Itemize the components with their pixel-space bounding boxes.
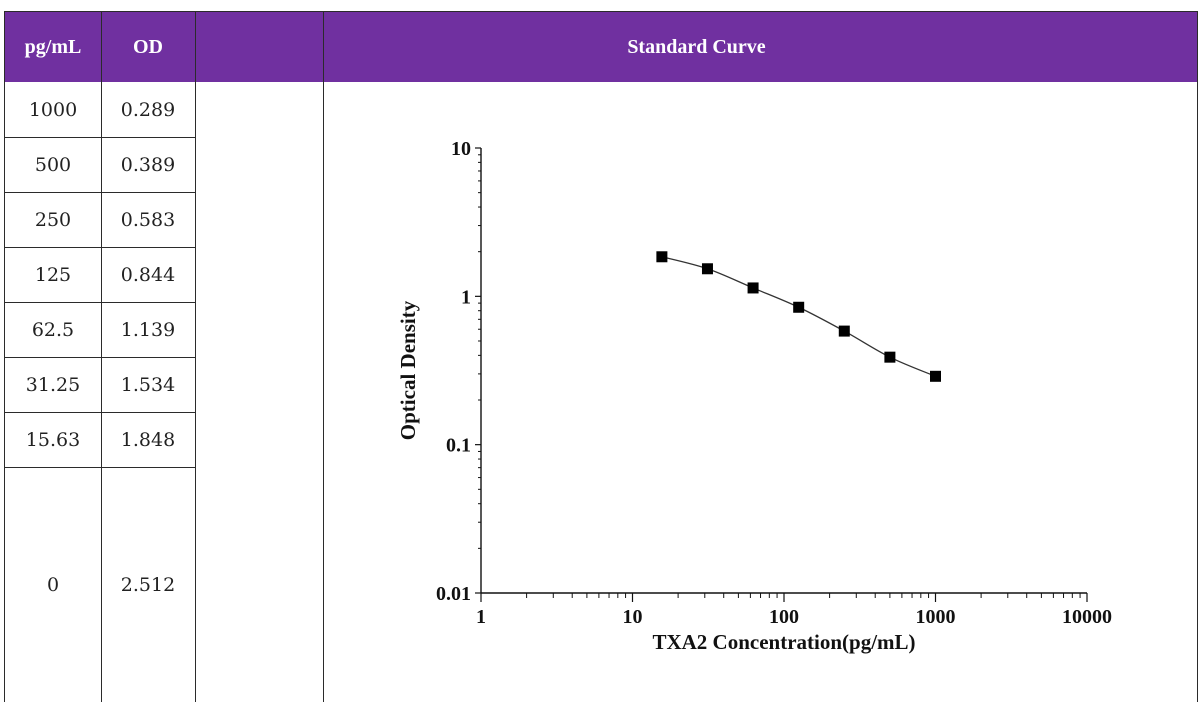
x-axis-label: TXA2 Concentration(pg/mL) bbox=[652, 630, 915, 654]
data-point bbox=[884, 351, 896, 363]
y-tick-label: 0.01 bbox=[436, 583, 471, 605]
data-point bbox=[793, 301, 805, 313]
header-od: OD bbox=[101, 12, 195, 82]
data-point bbox=[656, 251, 668, 263]
concentration-cell: 250 bbox=[34, 208, 72, 231]
row-divider bbox=[5, 467, 195, 468]
chart-axes bbox=[480, 148, 1087, 594]
od-cell: 1.534 bbox=[120, 373, 176, 396]
x-tick-label: 10 bbox=[623, 606, 643, 628]
standard-curve-table: pg/mL OD Standard Curve 1000 0.289 500 0.38… bbox=[4, 11, 1198, 702]
data-point bbox=[701, 263, 713, 275]
row-divider bbox=[5, 247, 195, 248]
od-cell: 0.389 bbox=[120, 153, 176, 176]
concentration-cell: 1000 bbox=[28, 98, 78, 121]
row-divider bbox=[5, 302, 195, 303]
concentration-cell: 15.63 bbox=[25, 428, 81, 451]
row-divider bbox=[5, 192, 195, 193]
x-tick-label: 100 bbox=[769, 606, 799, 628]
x-tick-label: 10000 bbox=[1062, 606, 1112, 628]
y-tick-label: 1 bbox=[461, 286, 471, 308]
od-cell: 1.848 bbox=[120, 428, 176, 451]
od-cell: 0.583 bbox=[120, 208, 176, 231]
concentration-cell: 0 bbox=[46, 573, 60, 596]
concentration-cell: 62.5 bbox=[31, 318, 75, 341]
row-divider bbox=[5, 137, 195, 138]
data-point bbox=[838, 325, 850, 337]
x-tick-label: 1 bbox=[476, 606, 486, 628]
column-divider bbox=[323, 12, 324, 702]
od-cell: 0.289 bbox=[120, 98, 176, 121]
column-divider bbox=[195, 12, 196, 702]
x-tick-label: 1000 bbox=[916, 606, 956, 628]
chart-ticks: 1 10 100 1000 10000 0.01 0.1 1 10 bbox=[436, 138, 1112, 628]
standard-curve-chart: 1 10 100 1000 10000 0.01 0.1 1 10 TXA2 Concentra… bbox=[396, 138, 1112, 654]
y-tick-label: 0.1 bbox=[446, 435, 471, 457]
data-point bbox=[930, 370, 941, 382]
header-concentration: pg/mL bbox=[5, 12, 101, 82]
row-divider bbox=[5, 412, 195, 413]
header-standard-curve: Standard Curve bbox=[195, 12, 1198, 82]
row-divider bbox=[5, 357, 195, 358]
concentration-cell: 125 bbox=[34, 263, 72, 286]
od-cell: 1.139 bbox=[120, 318, 176, 341]
column-divider bbox=[1197, 12, 1198, 702]
y-tick-label: 10 bbox=[451, 138, 471, 160]
concentration-cell: 500 bbox=[34, 153, 72, 176]
od-cell: 2.512 bbox=[120, 573, 176, 596]
data-points bbox=[656, 251, 941, 382]
data-point bbox=[747, 282, 759, 294]
od-cell: 0.844 bbox=[120, 263, 176, 286]
concentration-cell: 31.25 bbox=[25, 373, 81, 396]
y-axis-label: Optical Density bbox=[396, 300, 420, 440]
